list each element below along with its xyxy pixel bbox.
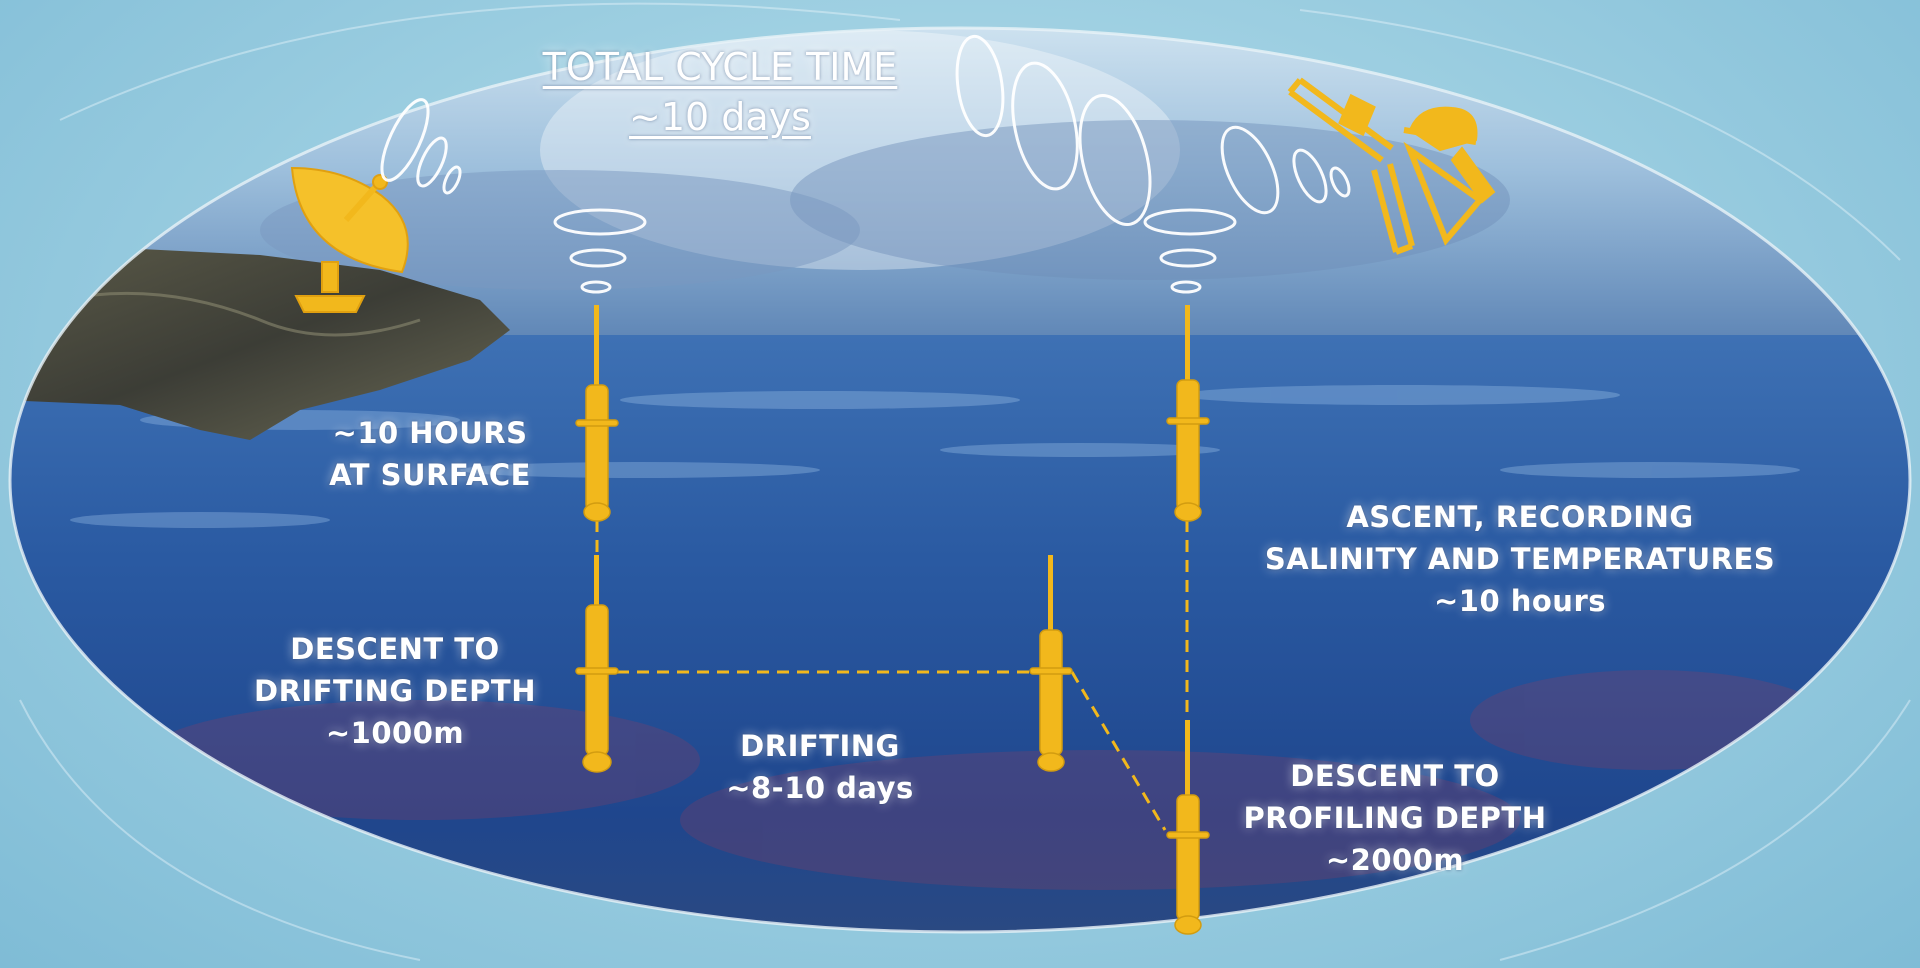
cloud xyxy=(790,120,1510,280)
rocky-headland xyxy=(10,248,510,440)
label-ascent: ASCENT, RECORDING SALINITY AND TEMPERATU… xyxy=(1240,496,1800,622)
oval-border xyxy=(8,26,1912,934)
label-line: PROFILING DEPTH xyxy=(1243,801,1547,835)
label-line: DESCENT TO xyxy=(290,632,500,666)
label-line: DESCENT TO xyxy=(1290,759,1500,793)
label-line: ~8-10 days xyxy=(726,771,914,805)
wave-highlights xyxy=(70,385,1800,528)
label-line: ~1000m xyxy=(325,716,465,750)
label-line: ~10 hours xyxy=(1433,584,1607,618)
float-profiling xyxy=(1166,720,1210,935)
profiling-float-icon xyxy=(575,305,1210,935)
title-line-2: ~10 days xyxy=(629,95,811,139)
label-descent-profiling: DESCENT TO PROFILING DEPTH ~2000m xyxy=(1220,755,1570,881)
ground-station-dish-icon xyxy=(290,166,409,313)
label-line: DRIFTING xyxy=(740,729,900,763)
label-surface: ~10 HOURS AT SURFACE xyxy=(300,412,560,496)
label-line: AT SURFACE xyxy=(329,458,531,492)
label-line: DRIFTING DEPTH xyxy=(254,674,536,708)
label-descent-drifting: DESCENT TO DRIFTING DEPTH ~1000m xyxy=(230,628,560,754)
float-drifting xyxy=(1029,555,1073,772)
cycle-time-title: TOTAL CYCLE TIME ~10 days xyxy=(500,42,940,142)
label-drifting: DRIFTING ~8-10 days xyxy=(690,725,950,809)
title-line-1: TOTAL CYCLE TIME xyxy=(542,45,898,89)
background-arcs xyxy=(19,2,1911,961)
label-line: ~10 HOURS xyxy=(332,416,528,450)
float-descent xyxy=(575,555,619,773)
float-surface xyxy=(575,305,619,522)
float-ascent xyxy=(1166,305,1210,522)
seafloor-tint xyxy=(140,670,1830,890)
label-line: SALINITY AND TEMPERATURES xyxy=(1264,542,1776,576)
label-line: ASCENT, RECORDING xyxy=(1346,500,1694,534)
signal-wave-icon xyxy=(380,34,1351,294)
label-line: ~2000m xyxy=(1325,843,1465,877)
cloud xyxy=(260,170,860,290)
satellite-icon xyxy=(1287,77,1496,255)
